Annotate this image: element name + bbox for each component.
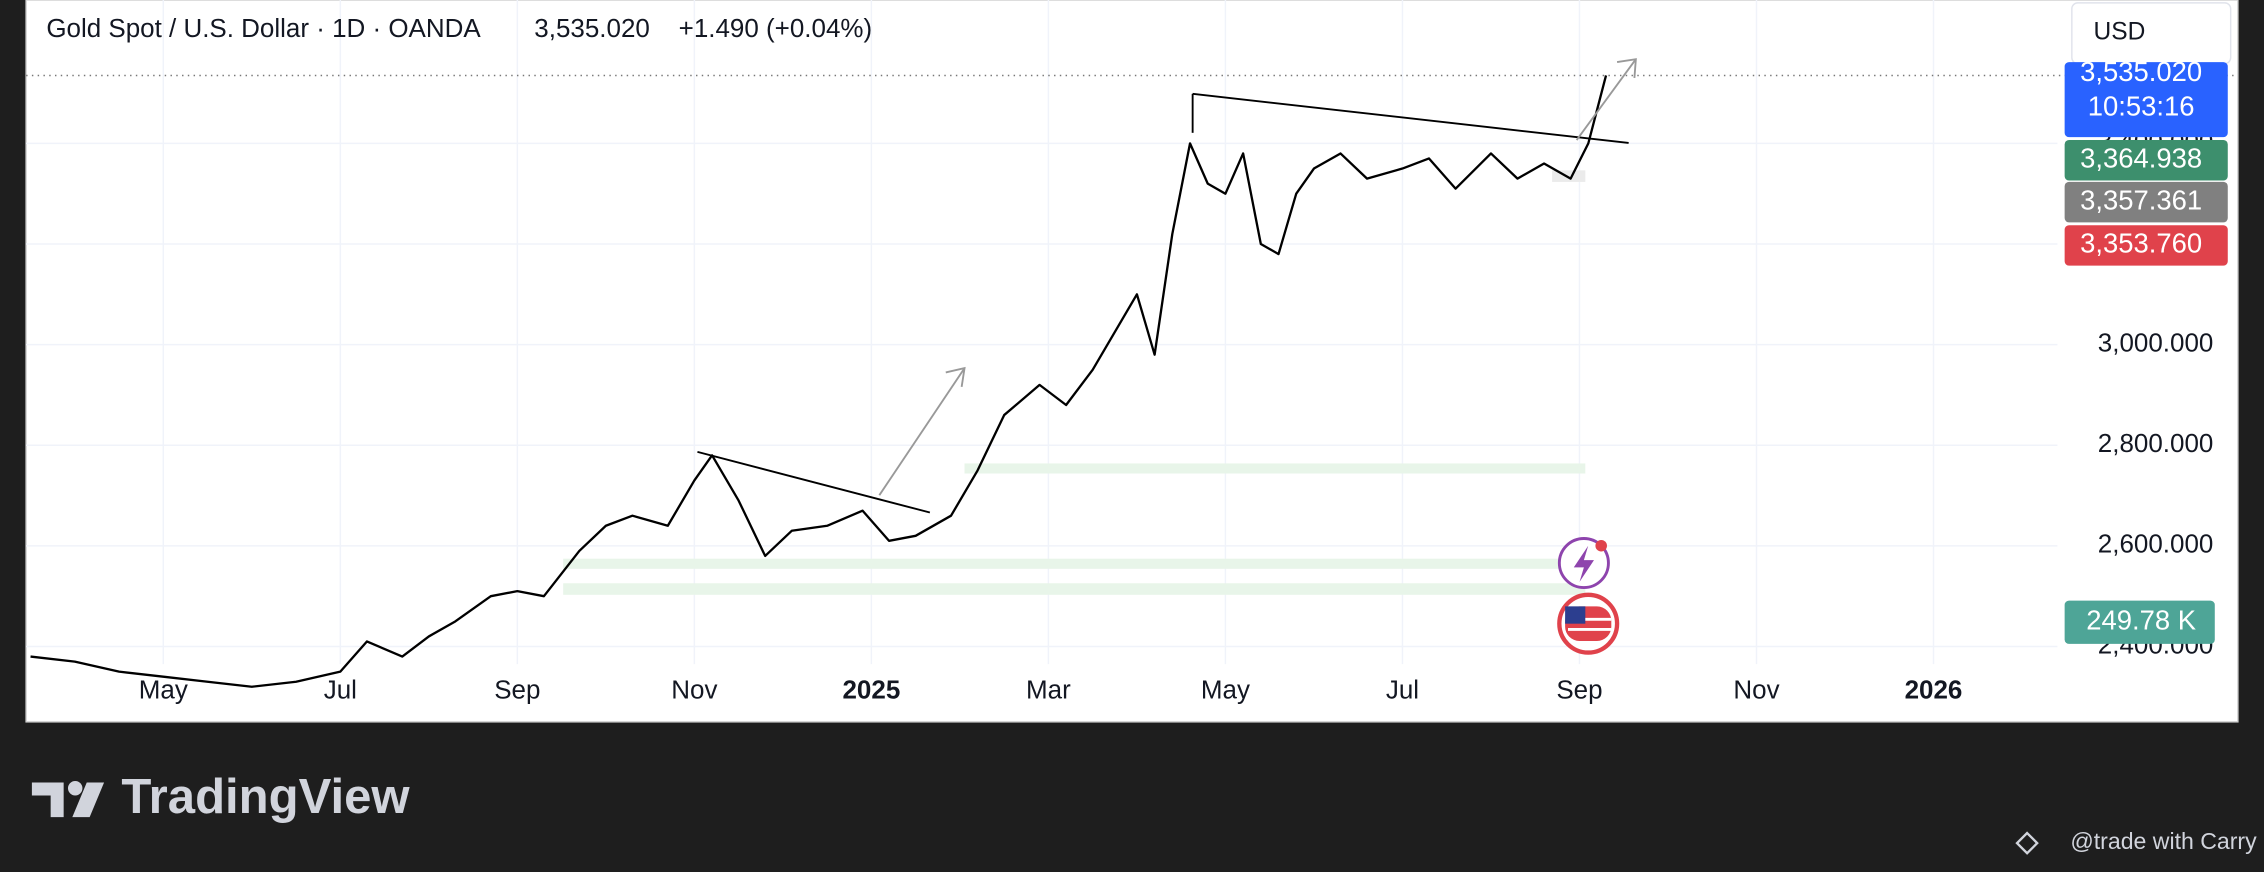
x-tick-label: Mar bbox=[1026, 674, 1071, 704]
price-label-box bbox=[2064, 600, 2215, 644]
arrow-head bbox=[1616, 58, 1637, 79]
price-label-box bbox=[2064, 181, 2228, 223]
price-label-box bbox=[2064, 62, 2228, 138]
x-tick-label: Jul bbox=[324, 674, 357, 704]
change: +1.490 (+0.04%) bbox=[679, 13, 872, 43]
watermark: @trade with Carry bbox=[2070, 828, 2257, 854]
annotations bbox=[697, 58, 1637, 514]
y-tick-label: 2,600.000 bbox=[2098, 529, 2214, 559]
x-tick-label: Sep bbox=[494, 674, 540, 704]
flag-canton bbox=[1565, 606, 1586, 624]
logo-part bbox=[72, 782, 105, 818]
trendline bbox=[697, 450, 931, 514]
zone bbox=[1552, 170, 1586, 182]
logo-part bbox=[31, 782, 64, 818]
x-tick-label: 2026 bbox=[1905, 674, 1963, 704]
trendline bbox=[1192, 92, 1629, 144]
x-tick-label: Jul bbox=[1386, 674, 1419, 704]
grid bbox=[26, 0, 2058, 665]
chart-panel bbox=[25, 0, 2239, 723]
chart-title: Gold Spot / U.S. Dollar · 1D · OANDA bbox=[46, 13, 481, 43]
arrow-head bbox=[945, 366, 966, 388]
price-label: 3,364.938 bbox=[2080, 143, 2202, 174]
last-price: 3,535.020 bbox=[534, 13, 650, 43]
x-tick-label: May bbox=[1201, 674, 1250, 704]
logo-part bbox=[67, 781, 83, 796]
plot bbox=[26, 74, 2238, 688]
price-label-time: 10:53:16 bbox=[2088, 91, 2195, 122]
lightning-icon bbox=[1573, 545, 1594, 582]
price-label: 249.78 K bbox=[2086, 604, 2196, 635]
zone bbox=[964, 463, 1586, 474]
price-label: 3,353.760 bbox=[2080, 228, 2202, 259]
price-label: 3,535.020 bbox=[2080, 56, 2202, 87]
badges bbox=[1557, 537, 1620, 655]
x-tick-label: May bbox=[139, 674, 188, 704]
watermark-icon bbox=[2015, 831, 2039, 855]
x-tick-label: Sep bbox=[1556, 674, 1602, 704]
zone bbox=[563, 583, 1586, 595]
price-line bbox=[30, 75, 1608, 688]
price-label-box bbox=[2064, 225, 2228, 266]
x-tick-label: 2025 bbox=[842, 674, 900, 704]
price-label: 3,357.361 bbox=[2080, 184, 2202, 215]
y-tick-label: 2,800.000 bbox=[2098, 428, 2214, 458]
zone bbox=[563, 558, 1586, 569]
y-tick-label: 3,000.000 bbox=[2098, 327, 2214, 357]
currency[interactable]: USD bbox=[2094, 19, 2146, 46]
x-tick-label: Nov bbox=[1733, 674, 1779, 704]
price-label-box bbox=[2064, 140, 2228, 181]
arrow bbox=[878, 367, 966, 496]
dot bbox=[1595, 539, 1607, 552]
price-labels: 2,400.0002,600.0002,800.0003,000.0003,20… bbox=[139, 56, 2228, 704]
arrow bbox=[1575, 58, 1637, 141]
brand: TradingView @trade with Carry bbox=[31, 770, 2257, 855]
x-tick-label: Nov bbox=[671, 674, 717, 704]
brand-name: TradingView bbox=[121, 770, 410, 824]
